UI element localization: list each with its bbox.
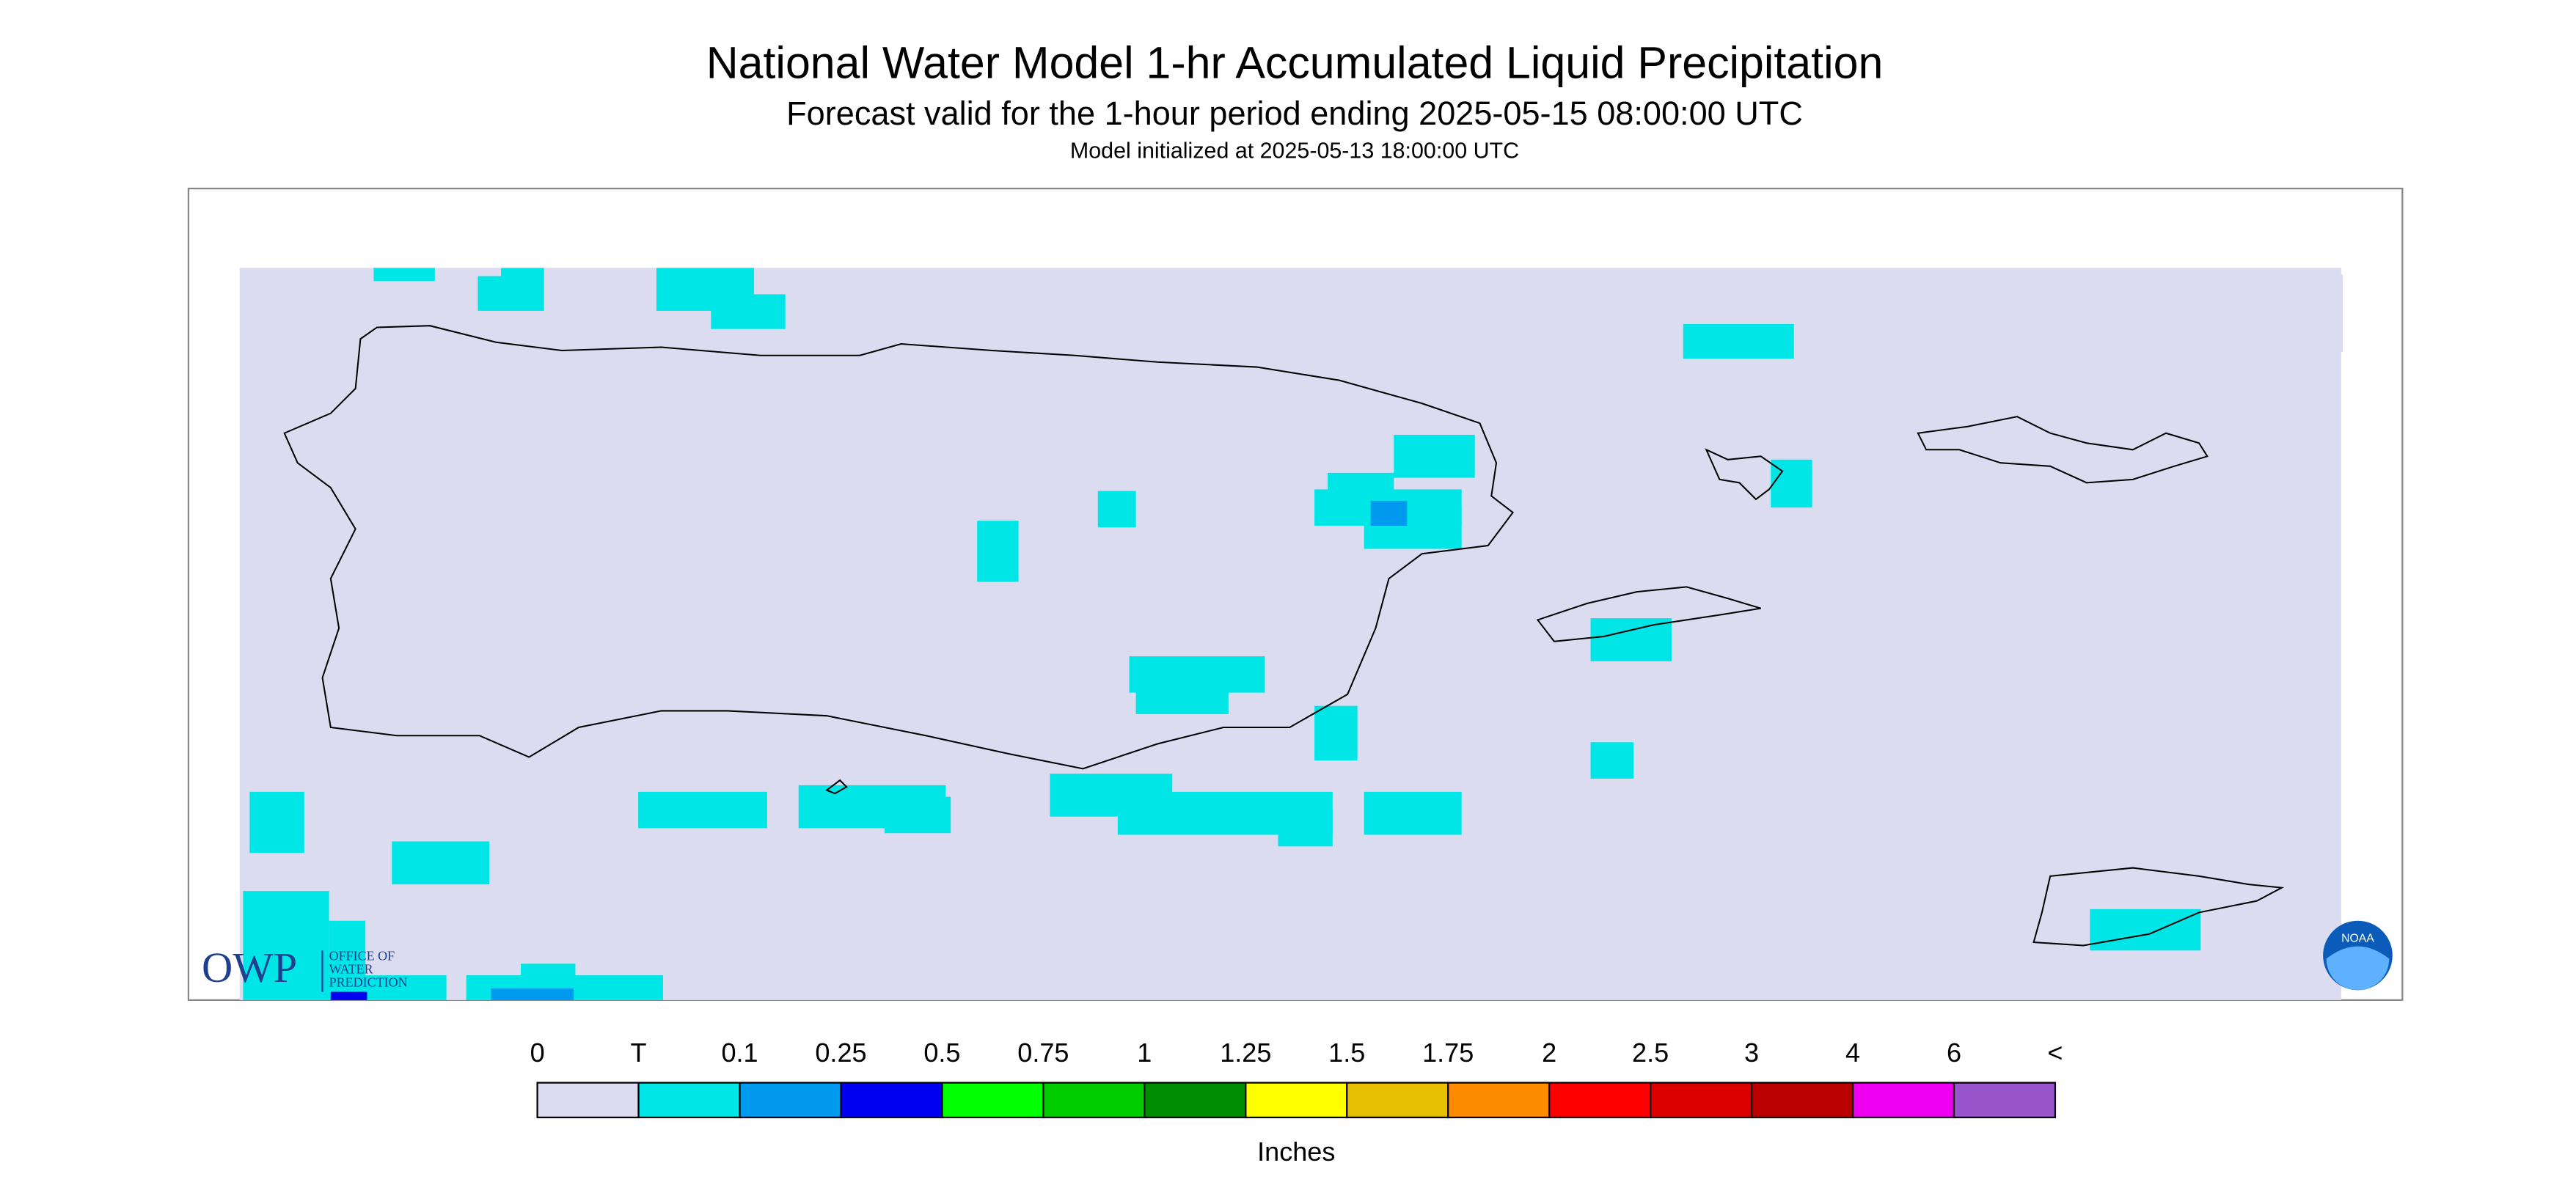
title: National Water Model 1-hr Accumulated Li… [706, 37, 1884, 87]
legend-label: T [631, 1038, 647, 1068]
legend-label: < [2047, 1038, 2063, 1068]
legend-swatch [536, 1082, 640, 1119]
legend-swatch [739, 1082, 842, 1119]
legend-swatch [1851, 1082, 1955, 1119]
legend-swatch [637, 1082, 741, 1119]
legend-swatch [1953, 1082, 2057, 1119]
legend-label: 4 [1845, 1038, 1860, 1068]
legend-label: 0.75 [1017, 1038, 1069, 1068]
legend-swatch [1750, 1082, 1854, 1119]
coastlines [283, 325, 2285, 947]
legend-label: 2.5 [1632, 1038, 1669, 1068]
legend-swatch [1042, 1082, 1146, 1119]
legend-label: 0 [530, 1038, 545, 1068]
legend-label: 6 [1947, 1038, 1961, 1068]
owp-logo-line: PREDICTION [329, 975, 408, 990]
noaa-logo: NOAA [2323, 920, 2393, 991]
legend-swatch [1447, 1082, 1551, 1119]
legend-swatch [1346, 1082, 1449, 1119]
legend-label: 0.5 [923, 1038, 960, 1068]
legend-label: 0.25 [815, 1038, 866, 1068]
legend-swatch [1144, 1082, 1247, 1119]
precipitation-areas [243, 268, 2201, 1000]
legend-unit: Inches [1257, 1137, 1335, 1167]
init-note: Model initialized at 2025-05-13 18:00:00… [1070, 139, 1519, 164]
subtitle: Forecast valid for the 1-hour period end… [786, 95, 1803, 132]
legend-label: 1.5 [1328, 1038, 1365, 1068]
noaa-logo-text: NOAA [2341, 933, 2374, 945]
legend-swatch [1548, 1082, 1652, 1119]
legend: 0 T 0.1 0.25 0.5 0.75 1 1.25 1.5 1.75 2 2.5 3 4 6 < Inch… [530, 1038, 2063, 1167]
legend-label: 1.25 [1220, 1038, 1271, 1068]
owp-logo-text: OWP [202, 944, 297, 991]
model-domain [239, 268, 2343, 1000]
legend-label: 1 [1137, 1038, 1152, 1068]
legend-label: 2 [1542, 1038, 1556, 1068]
legend-label: 1.75 [1422, 1038, 1474, 1068]
legend-label: 0.1 [721, 1038, 758, 1068]
legend-swatch [1649, 1082, 1753, 1119]
owp-logo: OWP OFFICE OF WATER PREDICTION [202, 944, 408, 992]
legend-label: 3 [1744, 1038, 1759, 1068]
legend-swatch [941, 1082, 1044, 1119]
owp-logo-line: WATER [329, 961, 373, 976]
owp-logo-line: OFFICE OF [329, 948, 395, 963]
legend-swatch [840, 1082, 943, 1119]
legend-swatch [1245, 1082, 1348, 1119]
